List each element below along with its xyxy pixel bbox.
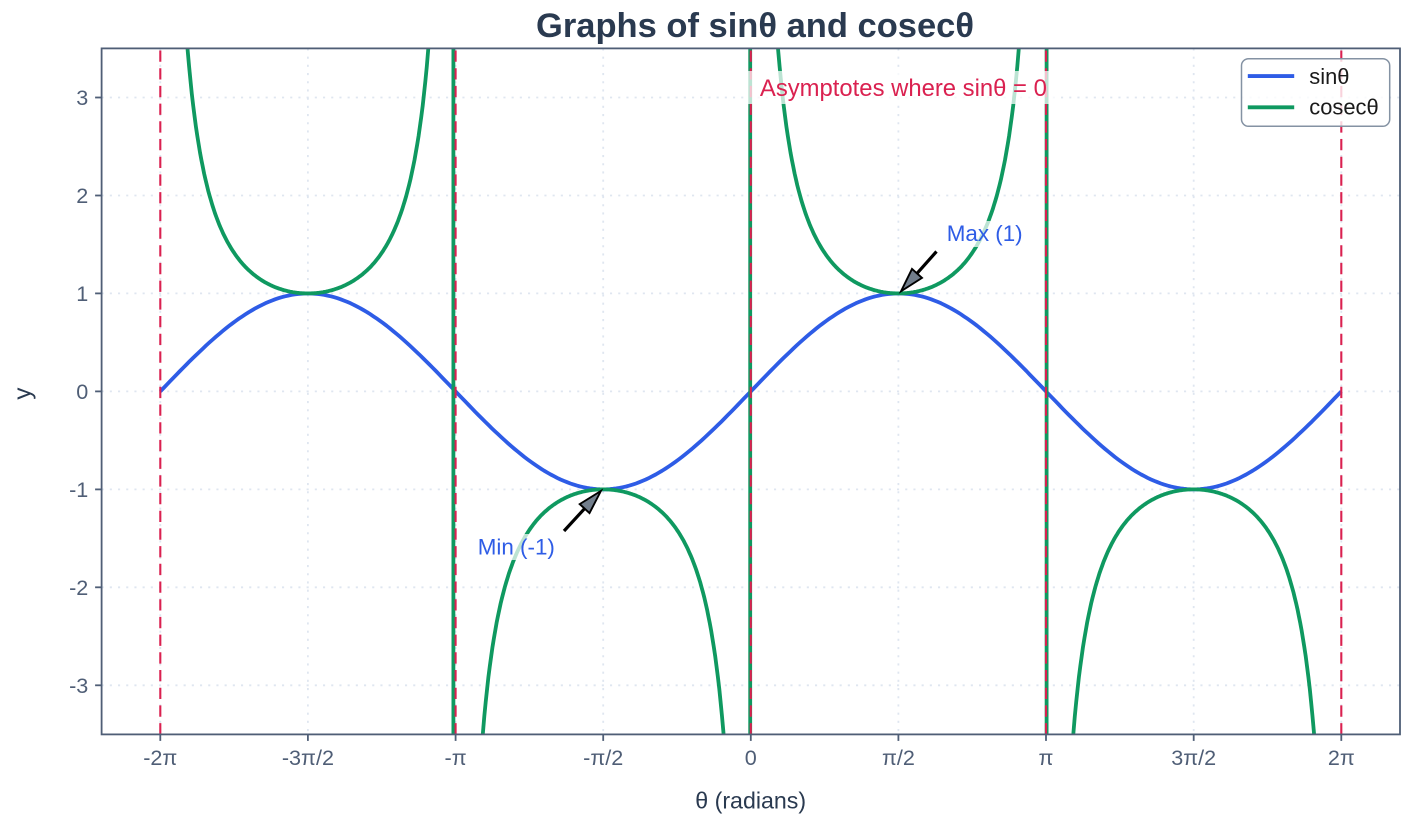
svg-text:0: 0 <box>76 379 88 404</box>
svg-text:3: 3 <box>76 85 88 110</box>
svg-text:Asymptotes where sinθ = 0: Asymptotes where sinθ = 0 <box>760 75 1047 102</box>
svg-text:sinθ: sinθ <box>1309 64 1349 89</box>
svg-text:0: 0 <box>745 745 757 770</box>
svg-text:-3π/2: -3π/2 <box>282 745 334 770</box>
svg-text:3π/2: 3π/2 <box>1171 745 1216 770</box>
svg-text:-2: -2 <box>69 575 88 600</box>
svg-text:Min (-1): Min (-1) <box>478 535 555 560</box>
svg-text:Graphs of sinθ and cosecθ: Graphs of sinθ and cosecθ <box>536 7 974 45</box>
svg-text:-π: -π <box>445 745 467 770</box>
svg-text:2: 2 <box>76 183 88 208</box>
svg-text:π/2: π/2 <box>882 745 915 770</box>
svg-text:π: π <box>1039 745 1054 770</box>
svg-text:-3: -3 <box>69 673 88 698</box>
svg-text:y: y <box>10 388 37 400</box>
svg-text:-π/2: -π/2 <box>583 745 623 770</box>
svg-text:θ (radians): θ (radians) <box>695 788 806 814</box>
svg-text:1: 1 <box>76 281 88 306</box>
svg-text:Max (1): Max (1) <box>947 221 1023 246</box>
svg-text:2π: 2π <box>1328 745 1355 770</box>
svg-text:-1: -1 <box>69 477 88 502</box>
svg-text:cosecθ: cosecθ <box>1309 94 1378 119</box>
svg-text:-2π: -2π <box>143 745 177 770</box>
